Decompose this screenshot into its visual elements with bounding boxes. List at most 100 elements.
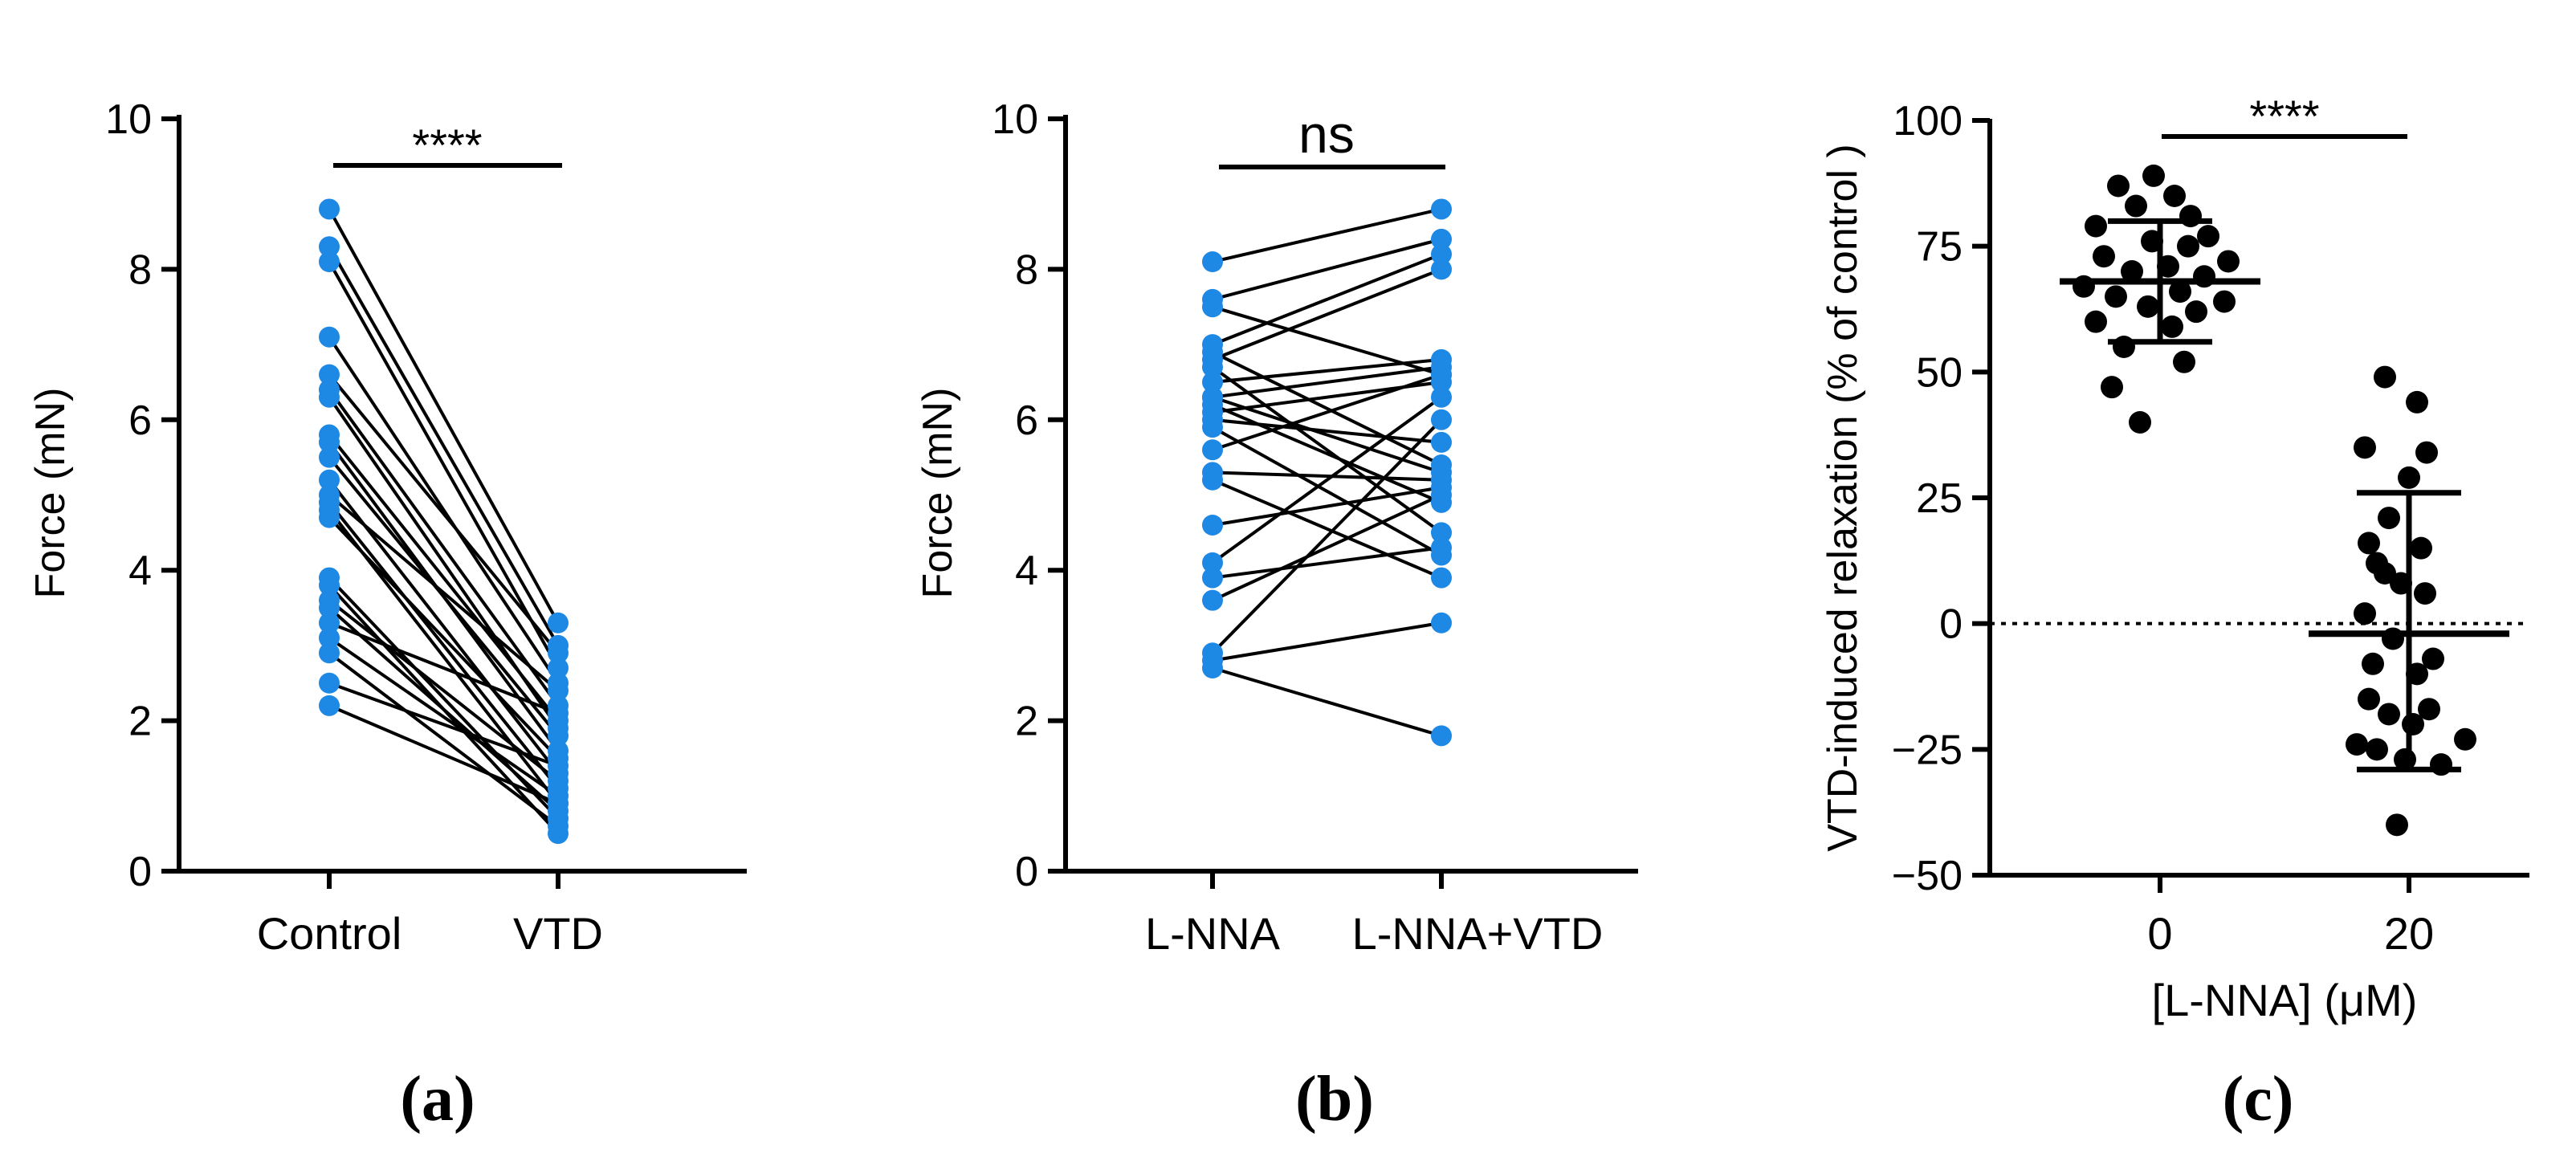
panel-c-point-0 [2169,280,2191,304]
panel-c-category-20: 20 [2384,908,2434,959]
panel-a-point-control [319,507,340,528]
panel-c-y-tick-label: 0 [1939,601,1963,648]
panel-b-point-lnna [1202,296,1223,318]
panel-c-y-axis-label: VTD-induced relaxation (% of control ) [1820,144,1866,852]
panel-c-point-20 [2430,753,2452,776]
panel-c-point-0 [2173,350,2195,373]
panel-b-y-axis-label: Force (mN) [915,388,961,599]
panel-c-label: (c) [2223,1064,2294,1135]
panel-b-pair-line [1212,426,1442,557]
panel-c-point-20 [2378,507,2400,530]
panel-b-pair-line [1211,365,1443,534]
panel-a-point-control [319,612,340,633]
panel-b-pair-line [1212,350,1442,466]
panel-c-point-0 [2217,250,2240,273]
panel-c-point-20 [2398,466,2420,489]
panel-c-point-20 [2410,536,2432,560]
panel-c-point-0 [2105,285,2127,308]
panel-c-point-0 [2093,245,2115,268]
panel-a-pair-line [328,636,560,797]
panel-a-pair-line [328,434,560,722]
panel-b-pair-line [1212,252,1442,346]
panel-b-y-ticks: 0 2 4 6 8 10 [992,96,1444,895]
panel-c-x-axis-label: [L-NNA] (μM) [2152,975,2418,1025]
panel-a-pair-line [328,621,559,715]
panel-a-point-vtd [548,725,569,747]
panel-c-point-0 [2129,411,2151,434]
panel-a-point-control [319,597,340,619]
panel-b-pair-line [1211,396,1443,564]
panel-b-pair-line [1212,207,1442,263]
panel-a-pair-line [328,208,560,624]
panel-c-point-20 [2406,390,2428,414]
panel-b-pair-line [1212,493,1442,602]
panel-b-y-tick-label: 2 [1015,699,1038,745]
panel-c-y-tick-label: −25 [1892,727,1963,773]
panel-a-pair-line [328,246,560,646]
panel-c-data [2060,164,2509,837]
panel-b-point-lnna [1202,439,1223,461]
panel-b-point-lnna [1202,356,1223,378]
panel-b-point-lnna-vtd [1431,409,1452,430]
panel-c-point-20 [2354,436,2376,459]
panel-a-y-axis-label: Force (mN) [27,388,74,599]
panel-b-pair-line [1212,621,1442,662]
panel-a-point-vtd [548,612,569,633]
panel-a-point-control [319,431,340,453]
panel-b-category-lnna: L-NNA [1145,908,1281,959]
panel-b-point-lnna [1202,589,1223,611]
panel-b-pair-line [1212,546,1442,580]
panel-a-pair-line [328,704,559,805]
panel-c-point-0 [2142,164,2165,187]
panel-a-point-control [319,236,340,258]
panel-a-y-tick-label: 2 [128,699,152,745]
panel-a-y-tick-label: 8 [128,246,152,293]
panel-b-pair-line [1212,471,1442,482]
panel-c-y-tick-label: 50 [1916,349,1963,396]
panel-a-point-control [319,198,340,220]
panel-c-point-0 [2125,194,2147,218]
panel-c-point-0 [2137,295,2159,318]
panel-c-point-0 [2101,376,2123,399]
panel-a-pair-line [328,606,560,813]
panel-a-point-vtd [548,642,569,664]
panel-a-pair-line [328,516,560,760]
panel-a-point-vtd [548,658,569,679]
panel-a-point-control [319,251,340,273]
panel-c-point-20 [2414,582,2436,605]
panel-b-point-lnna-vtd [1431,725,1452,747]
panel-c-point-0 [2107,174,2130,198]
panel-b-point-lnna [1202,658,1223,679]
panel-a-point-control [319,469,340,491]
panel-c-point-20 [2402,713,2424,735]
panel-a-pair-line [328,261,560,669]
panel-a-point-vtd [548,703,569,724]
panel-a-y-ticks: 0 2 4 6 8 10 [105,96,560,895]
panel-a-point-control [319,364,340,385]
panel-a-pair-line [328,651,560,828]
panel-a-pair-line [328,501,560,790]
panel-a-pair-line [328,336,560,684]
panel-b-pair-line [1212,373,1442,452]
panel-a-point-control [319,326,340,348]
panel-c-point-0 [2179,205,2202,228]
panel-b-point-lnna-vtd [1431,612,1452,633]
panel-b-point-lnna-vtd [1431,431,1452,453]
panel-c-point-20 [2358,532,2380,555]
panel-c-point-20 [2415,441,2438,464]
panel-b-point-lnna-vtd [1431,537,1452,559]
panel-a-pair-line [328,681,559,768]
panel-b-y-tick-label: 6 [1015,397,1038,444]
panel-a-label: (a) [400,1064,475,1135]
panel-c-point-0 [2163,185,2186,207]
panel-b-y-tick-label: 8 [1015,246,1038,293]
panel-c-point-20 [2454,727,2476,751]
panel-b-point-lnna [1202,469,1223,491]
panel-b-y-tick-label: 4 [1015,548,1038,594]
panel-c-point-20 [2366,738,2388,761]
panel-b-pair-line [1212,365,1442,399]
panel-b-pair-line [1212,478,1442,580]
panel-c-point-0 [2213,290,2236,313]
panel-a-point-control [319,627,340,649]
panel-c-y-tick-label: 100 [1893,98,1963,145]
